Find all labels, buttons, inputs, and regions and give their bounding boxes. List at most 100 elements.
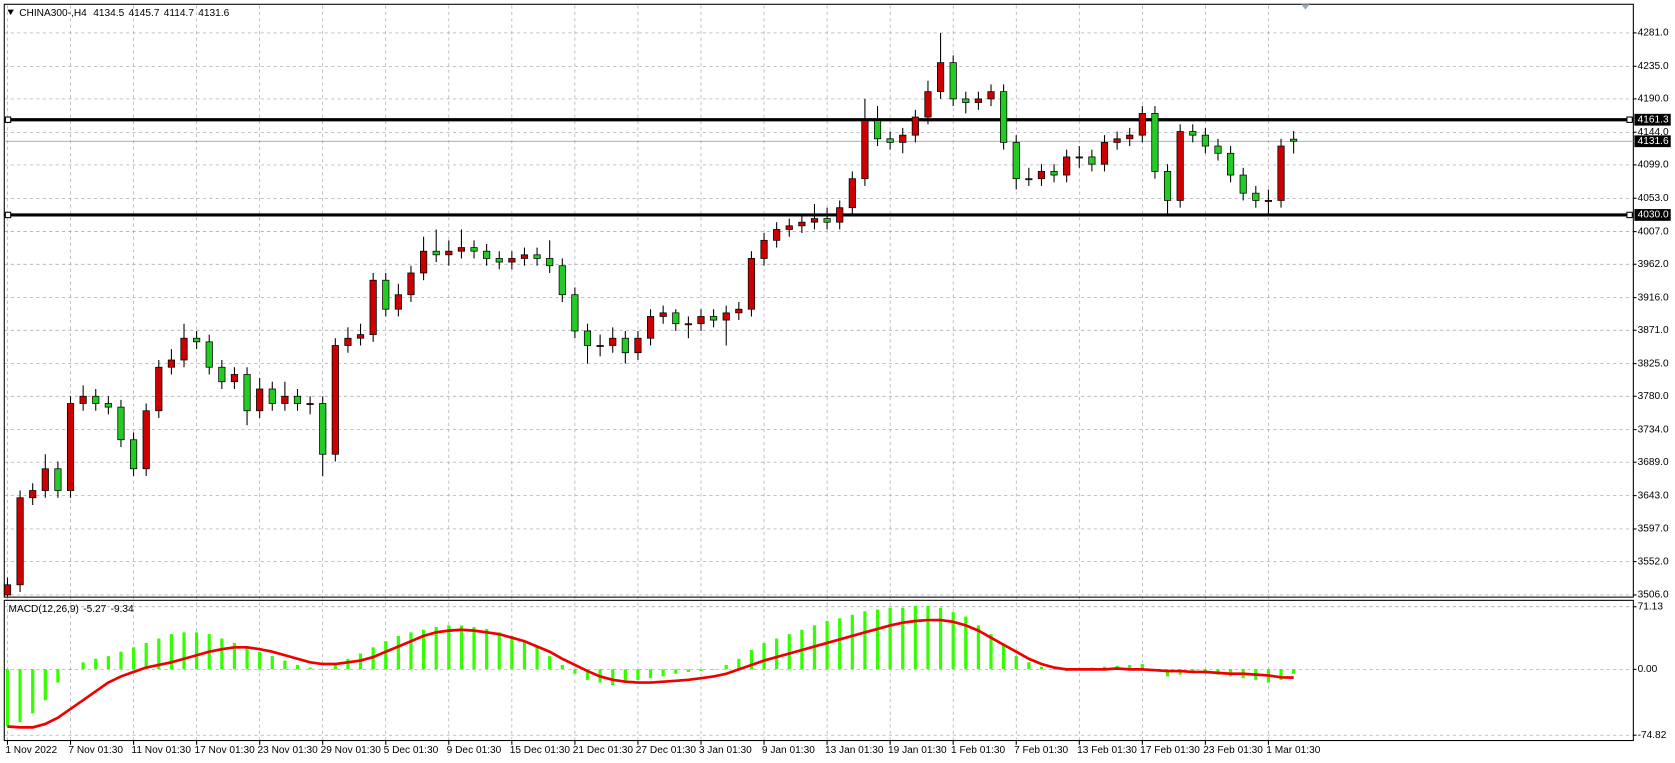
macd-bar <box>699 669 703 672</box>
macd-bar <box>913 605 917 670</box>
candle-body <box>243 374 251 412</box>
macd-bar <box>560 664 564 670</box>
candle-body <box>924 91 932 118</box>
candle-body <box>987 91 995 100</box>
macd-bar <box>1027 662 1031 670</box>
macd-bar <box>611 669 615 686</box>
macd-bar <box>648 669 653 679</box>
candle-body <box>962 98 970 103</box>
macd-bar <box>926 605 930 670</box>
y-tick-label: 4144.0 <box>1638 127 1669 138</box>
macd-bar <box>1039 666 1044 670</box>
x-tick-label: 27 Dec 01:30 <box>636 745 697 756</box>
candle-body <box>129 439 138 470</box>
macd-bar <box>585 669 590 680</box>
candle-body <box>1214 145 1222 154</box>
level-handle <box>1626 211 1633 219</box>
x-tick-label: 9 Dec 01:30 <box>447 745 502 756</box>
macd-bar <box>195 632 199 670</box>
candle-body <box>369 279 377 335</box>
candle-body <box>1012 142 1020 180</box>
candle-body <box>54 468 62 491</box>
last-low: 4114.7 <box>164 8 195 19</box>
y-tick-label: -74.82 <box>1638 730 1667 741</box>
candle-body <box>193 337 201 343</box>
macd-bar <box>258 651 262 670</box>
y-tick-label: 3552.0 <box>1638 556 1669 567</box>
candle-body <box>104 403 112 408</box>
macd-bar <box>43 669 47 701</box>
macd-bar <box>472 627 476 670</box>
macd-bar <box>5 669 10 727</box>
candle-body <box>861 120 869 180</box>
x-tick-label: 21 Dec 01:30 <box>573 745 634 756</box>
candle-body <box>571 294 579 332</box>
macd-bar <box>674 669 678 674</box>
grid <box>4 5 1634 741</box>
x-tick-label: 29 Nov 01:30 <box>321 745 382 756</box>
macd-header: MACD(12,26,9) -5.27 -9.34 <box>9 604 134 615</box>
macd-bar <box>901 607 905 670</box>
candle-body <box>293 395 302 404</box>
macd-bar <box>636 669 640 680</box>
candle-body <box>558 265 566 296</box>
candle-body <box>836 207 844 223</box>
macd-bar <box>535 647 539 670</box>
y-tick-label: 4190.0 <box>1638 94 1669 105</box>
macd-bar <box>232 642 237 670</box>
x-tick-label: 17 Nov 01:30 <box>194 745 255 756</box>
candle-body <box>420 250 428 274</box>
y-tick-label: 3871.0 <box>1638 325 1669 336</box>
candle-body <box>1037 171 1046 180</box>
x-tick-label: 1 Nov 2022 <box>5 745 57 756</box>
candle-body <box>483 250 491 259</box>
menu-arrow[interactable] <box>7 9 14 15</box>
x-tick-label: 19 Jan 01:30 <box>888 745 947 756</box>
candle-body <box>508 258 516 263</box>
macd-bar <box>459 625 464 670</box>
candle-body <box>344 337 352 346</box>
last-open: 4134.5 <box>93 8 124 19</box>
macd-bar <box>333 664 337 670</box>
candle-body <box>609 337 617 346</box>
y-tick-label: 71.13 <box>1638 601 1664 612</box>
candle-body <box>1176 131 1184 201</box>
candle-body <box>873 120 882 140</box>
candle-body <box>1100 142 1109 165</box>
candle-body <box>1138 113 1146 136</box>
candle-body <box>256 388 264 412</box>
shift-marker[interactable] <box>1301 4 1310 10</box>
candle-body <box>1126 134 1134 140</box>
macd-bar <box>220 638 224 670</box>
candle-body <box>672 312 680 325</box>
bid-label: 4131.6 <box>1638 136 1669 147</box>
candle-body <box>92 395 100 404</box>
macd-bar <box>56 669 60 683</box>
macd-bar <box>712 669 716 670</box>
macd-bar <box>1014 656 1018 670</box>
x-tick-label: 1 Mar 01:30 <box>1266 745 1320 756</box>
macd-bar <box>245 647 249 670</box>
candle-body <box>710 316 718 321</box>
macd-bar <box>661 669 665 677</box>
candle-body <box>722 312 730 321</box>
candle-body <box>1000 91 1008 143</box>
macd-bar <box>1052 669 1056 670</box>
candle-body <box>445 250 453 256</box>
bid-label-box <box>1634 135 1671 148</box>
candle-body <box>583 330 592 346</box>
macd-bar <box>119 651 123 670</box>
macd-bar <box>346 658 350 670</box>
candle-body <box>1201 134 1209 147</box>
candle-body <box>117 406 125 441</box>
candle-body <box>180 337 188 361</box>
y-tick-label: 4007.0 <box>1638 226 1669 237</box>
candle-body <box>533 254 541 259</box>
macd-bar <box>94 658 98 670</box>
macd-bar <box>951 612 955 670</box>
y-tick-label: 3643.0 <box>1638 490 1669 501</box>
candle-body <box>520 254 529 259</box>
x-tick-label: 7 Nov 01:30 <box>68 745 123 756</box>
macd-bar <box>447 625 451 670</box>
